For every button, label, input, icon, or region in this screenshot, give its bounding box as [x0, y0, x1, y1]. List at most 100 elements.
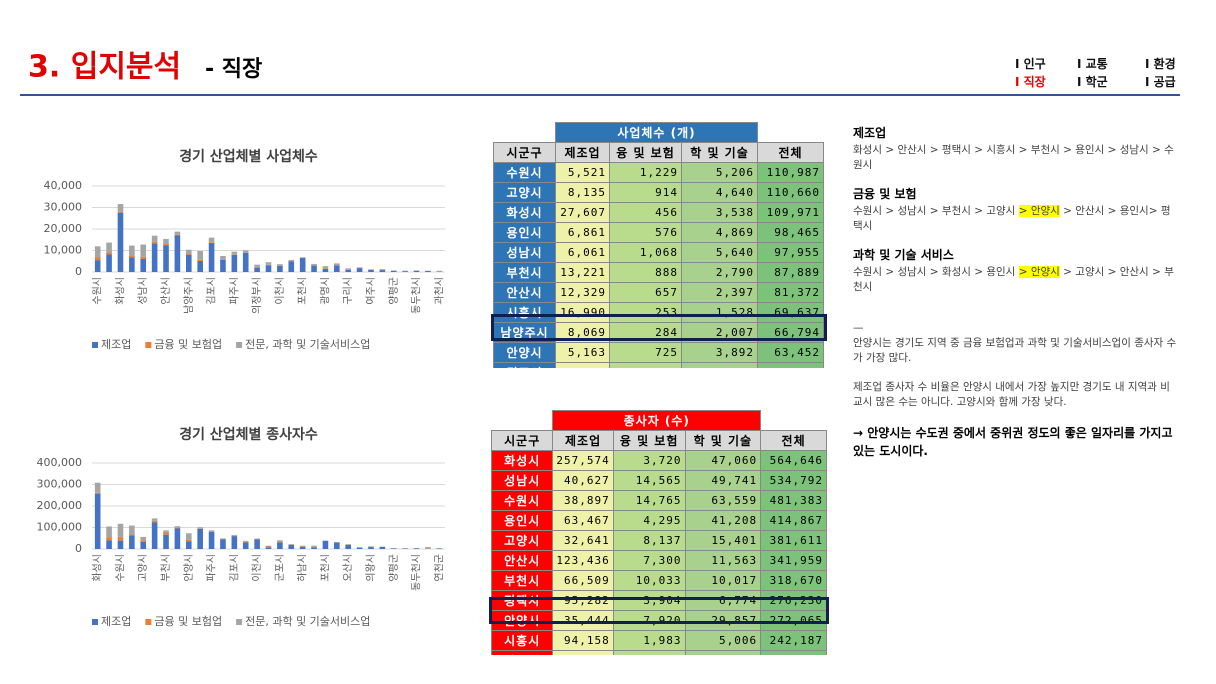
bar-segment: [106, 526, 112, 538]
bar-segment: [345, 544, 352, 549]
table-cell: 276,230: [760, 589, 827, 611]
bar-segment: [129, 525, 135, 535]
x-tick-label: 양평군: [388, 277, 400, 305]
table-cell: 35,444: [552, 609, 614, 631]
paragraph: 제조업 종사자 수 비율은 안양시 내에서 가장 높지만 경기도 내 지역과 비…: [853, 381, 1170, 408]
charts: 경기 산업체별 사업체수 0 10,000 20,000 30,000 40,000 수원시…: [37, 148, 446, 628]
nav-item[interactable]: I 환경: [1145, 57, 1176, 71]
bar-segment: [299, 258, 306, 272]
table-corner: [761, 411, 827, 431]
bar-segment: [151, 243, 158, 272]
legend-label: 전문, 과학 및 기술서비스업: [245, 338, 370, 351]
bar-segment: [151, 520, 158, 523]
table-row: 시흥시 94,158 1,983 5,006 242,187: [491, 629, 827, 651]
x-tick-label: 과천시: [433, 277, 445, 305]
table-row: 화성시 257,574 3,720 47,060 564,646: [491, 449, 827, 471]
y-tick-label: 10,000: [44, 244, 83, 257]
bar-segment: [322, 268, 329, 272]
note-highlight: > 안양시: [1018, 205, 1060, 217]
nav-item-active[interactable]: I 직장: [1015, 75, 1046, 89]
bar-segment: [379, 270, 386, 272]
city-cell: 용인시: [493, 221, 556, 243]
header-row: 시군구 제조업 융 및 보험 학 및 기술 전체: [491, 429, 827, 451]
table-cell: 242,187: [760, 629, 827, 651]
nav-item[interactable]: I 교통: [1077, 57, 1108, 71]
table-cell: 110,660: [757, 181, 824, 203]
bar-segment: [163, 530, 169, 533]
bar-segment: [288, 544, 295, 549]
bar-segment: [197, 527, 203, 529]
table-cell: 11,563: [684, 549, 762, 571]
city-cell: 성남시: [493, 241, 556, 263]
bar-segment: [163, 238, 169, 245]
page-subtitle: - 직장: [205, 57, 262, 82]
bar-segment: [356, 268, 363, 272]
table-cell: 2,149: [612, 649, 686, 655]
y-tick-label: 400,000: [37, 456, 83, 469]
x-tick-label: 파주시: [206, 554, 218, 582]
x-tick-label: 고양시: [137, 554, 149, 582]
nav-item[interactable]: I 공급: [1145, 75, 1176, 89]
y-tick-label: 0: [75, 542, 82, 555]
legend-swatch: [92, 619, 98, 625]
bar-segment: [345, 268, 352, 270]
legend-label: 전문, 과학 및 기술서비스업: [245, 615, 370, 628]
table-cell: 2,007: [681, 321, 758, 343]
y-tick-label: 200,000: [37, 499, 83, 512]
table-cell: 63,559: [684, 489, 762, 511]
nav-item[interactable]: I 인구: [1015, 57, 1046, 71]
bar-segment: [185, 254, 192, 272]
x-tick-label: 화성시: [114, 277, 126, 305]
bar-segment: [174, 231, 181, 235]
table-cell: 1,983: [612, 629, 686, 651]
city-cell: 부천시: [491, 569, 554, 591]
bar-segment: [117, 523, 124, 538]
bar-segment: [299, 546, 306, 549]
chart-title: 경기 산업체별 종사자수: [179, 426, 318, 443]
bar-segment: [277, 542, 283, 549]
city-cell: 고양시: [493, 181, 556, 203]
nav-item[interactable]: I 학군: [1077, 75, 1108, 89]
bar-segment: [356, 547, 363, 548]
bar-segment: [129, 245, 135, 257]
table-cell: 32,641: [552, 529, 614, 551]
note-highlight: > 안양시: [1018, 266, 1060, 278]
table-cell: 3,904: [612, 589, 686, 611]
bar-segment: [185, 249, 192, 255]
bar-segment: [117, 204, 124, 212]
table-cell: 13,221: [555, 261, 610, 283]
bar-segment: [106, 254, 112, 272]
bar-segment: [174, 526, 181, 528]
bar-segment: [94, 257, 101, 261]
bar-segment: [299, 257, 306, 258]
x-tick-label: 의정부시: [251, 277, 263, 314]
city-cell: 용인시: [491, 509, 554, 531]
table-cell: 2,094: [681, 361, 758, 368]
table-row: 수원시 5,521 1,229 5,206 110,987: [493, 161, 824, 183]
table-cell: 80,586: [552, 649, 614, 655]
highlight-box: [489, 597, 829, 624]
y-tick-label: 300,000: [37, 478, 83, 491]
bar-segment: [163, 245, 169, 272]
table-cell: 725: [609, 341, 682, 363]
legend-swatch: [236, 342, 243, 348]
city-cell: 안양시: [493, 341, 556, 363]
bar-segment: [242, 250, 249, 253]
bar-segment: [254, 266, 260, 268]
table-cell: 4,087: [684, 649, 762, 655]
page-title: 3. 입지분석: [28, 50, 181, 85]
bar-segment: [265, 265, 272, 272]
bar-segment: [425, 270, 431, 272]
table-cell: 284: [609, 321, 682, 343]
city-cell: 성남시: [491, 469, 554, 491]
bar-segment: [265, 264, 272, 266]
bar-segment: [220, 539, 226, 549]
bar-segment: [94, 260, 101, 272]
table-cell: 8,137: [612, 529, 686, 551]
bar-segment: [390, 270, 397, 272]
bar-segment: [436, 548, 443, 549]
table-cell: 10,033: [612, 569, 686, 591]
bar-segment: [220, 538, 226, 540]
bar-segment: [311, 263, 317, 266]
